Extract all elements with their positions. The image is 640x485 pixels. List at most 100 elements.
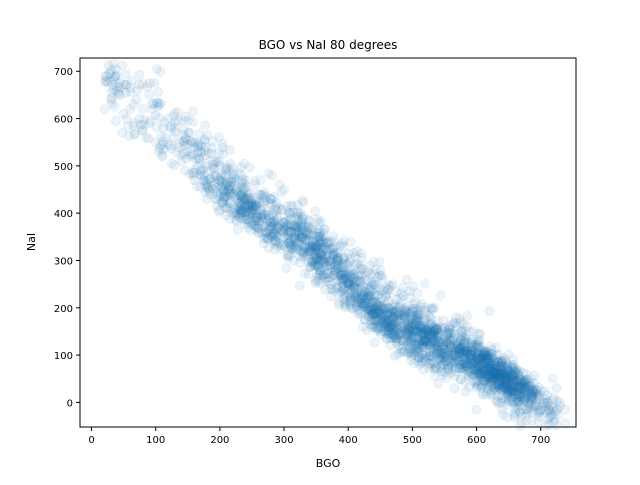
scatter-point: [411, 341, 422, 352]
scatter-point: [370, 307, 381, 318]
scatter-point: [209, 163, 220, 174]
scatter-point: [247, 209, 258, 220]
scatter-point: [320, 224, 331, 235]
scatter-point: [210, 157, 221, 168]
scatter-point: [303, 234, 314, 245]
scatter-point: [324, 250, 335, 261]
scatter-point: [349, 287, 360, 298]
scatter-point: [419, 356, 430, 367]
scatter-point: [357, 299, 368, 310]
scatter-point: [278, 217, 289, 228]
scatter-point: [372, 307, 383, 318]
scatter-point: [378, 304, 389, 315]
scatter-point: [376, 270, 387, 281]
scatter-point: [282, 221, 293, 232]
scatter-point: [362, 302, 373, 313]
scatter-point: [499, 367, 510, 378]
scatter-point: [374, 308, 385, 319]
scatter-point: [355, 277, 366, 288]
scatter-point: [348, 269, 359, 280]
scatter-point: [343, 279, 354, 290]
scatter-point: [118, 108, 129, 119]
scatter-point: [379, 315, 390, 326]
scatter-point: [334, 297, 345, 308]
scatter-point: [441, 373, 452, 384]
scatter-point: [333, 255, 344, 266]
scatter-point: [386, 332, 397, 343]
scatter-point: [260, 213, 271, 224]
scatter-point: [430, 362, 441, 373]
scatter-point: [224, 188, 234, 199]
scatter-point: [383, 324, 394, 335]
scatter-point: [309, 243, 320, 254]
scatter-point: [409, 331, 420, 342]
scatter-point: [234, 197, 245, 208]
scatter-point: [298, 211, 309, 221]
scatter-point: [211, 188, 222, 199]
scatter-point: [354, 262, 365, 273]
scatter-point: [350, 289, 361, 300]
scatter-point: [283, 238, 294, 249]
scatter-point: [314, 231, 325, 242]
scatter-point: [220, 179, 231, 190]
scatter-point: [285, 234, 296, 245]
scatter-point: [366, 298, 377, 309]
scatter-point: [271, 231, 282, 242]
scatter-point: [337, 286, 348, 297]
scatter-point: [320, 252, 331, 263]
scatter-point: [491, 396, 501, 406]
scatter-point: [235, 190, 246, 201]
scatter-point: [377, 317, 388, 328]
scatter-point: [343, 282, 354, 292]
scatter-point: [218, 185, 229, 196]
scatter-point: [261, 217, 272, 228]
scatter-point: [312, 260, 323, 271]
scatter-point: [332, 262, 343, 273]
scatter-point: [387, 316, 398, 327]
scatter-point: [513, 383, 524, 394]
scatter-point: [420, 302, 431, 313]
scatter-point: [307, 222, 318, 233]
scatter-point: [368, 301, 378, 312]
scatter-point: [370, 315, 381, 326]
scatter-point: [376, 309, 387, 320]
scatter-point: [270, 227, 281, 238]
scatter-point: [211, 182, 222, 193]
scatter-point: [253, 223, 264, 234]
scatter-point: [350, 283, 361, 293]
scatter-point: [349, 260, 360, 271]
scatter-point: [396, 343, 407, 354]
scatter-point: [340, 295, 350, 306]
scatter-point: [214, 175, 225, 186]
scatter-point: [413, 323, 423, 334]
scatter-point: [365, 319, 376, 330]
scatter-point: [314, 269, 325, 280]
scatter-point: [372, 290, 383, 301]
scatter-point: [391, 333, 402, 344]
scatter-point: [223, 186, 234, 197]
scatter-point: [436, 347, 447, 358]
scatter-point: [324, 243, 335, 254]
scatter-point: [325, 244, 336, 255]
scatter-point: [187, 168, 198, 178]
scatter-point: [240, 210, 251, 221]
scatter-point: [465, 350, 476, 361]
scatter-point: [479, 347, 490, 358]
scatter-point: [396, 322, 407, 333]
scatter-point: [178, 148, 189, 159]
scatter-point: [364, 310, 375, 321]
scatter-point: [285, 235, 296, 246]
scatter-point: [413, 355, 423, 366]
scatter-point: [412, 309, 423, 320]
scatter-point: [225, 195, 236, 206]
scatter-point: [345, 298, 356, 309]
scatter-point: [384, 328, 394, 339]
scatter-point: [362, 325, 373, 336]
scatter-point: [222, 179, 233, 190]
scatter-point: [267, 209, 278, 220]
scatter-point: [392, 311, 403, 322]
scatter-point: [369, 337, 380, 348]
scatter-point: [355, 275, 366, 286]
scatter-point: [351, 302, 362, 313]
scatter-point: [348, 269, 359, 280]
